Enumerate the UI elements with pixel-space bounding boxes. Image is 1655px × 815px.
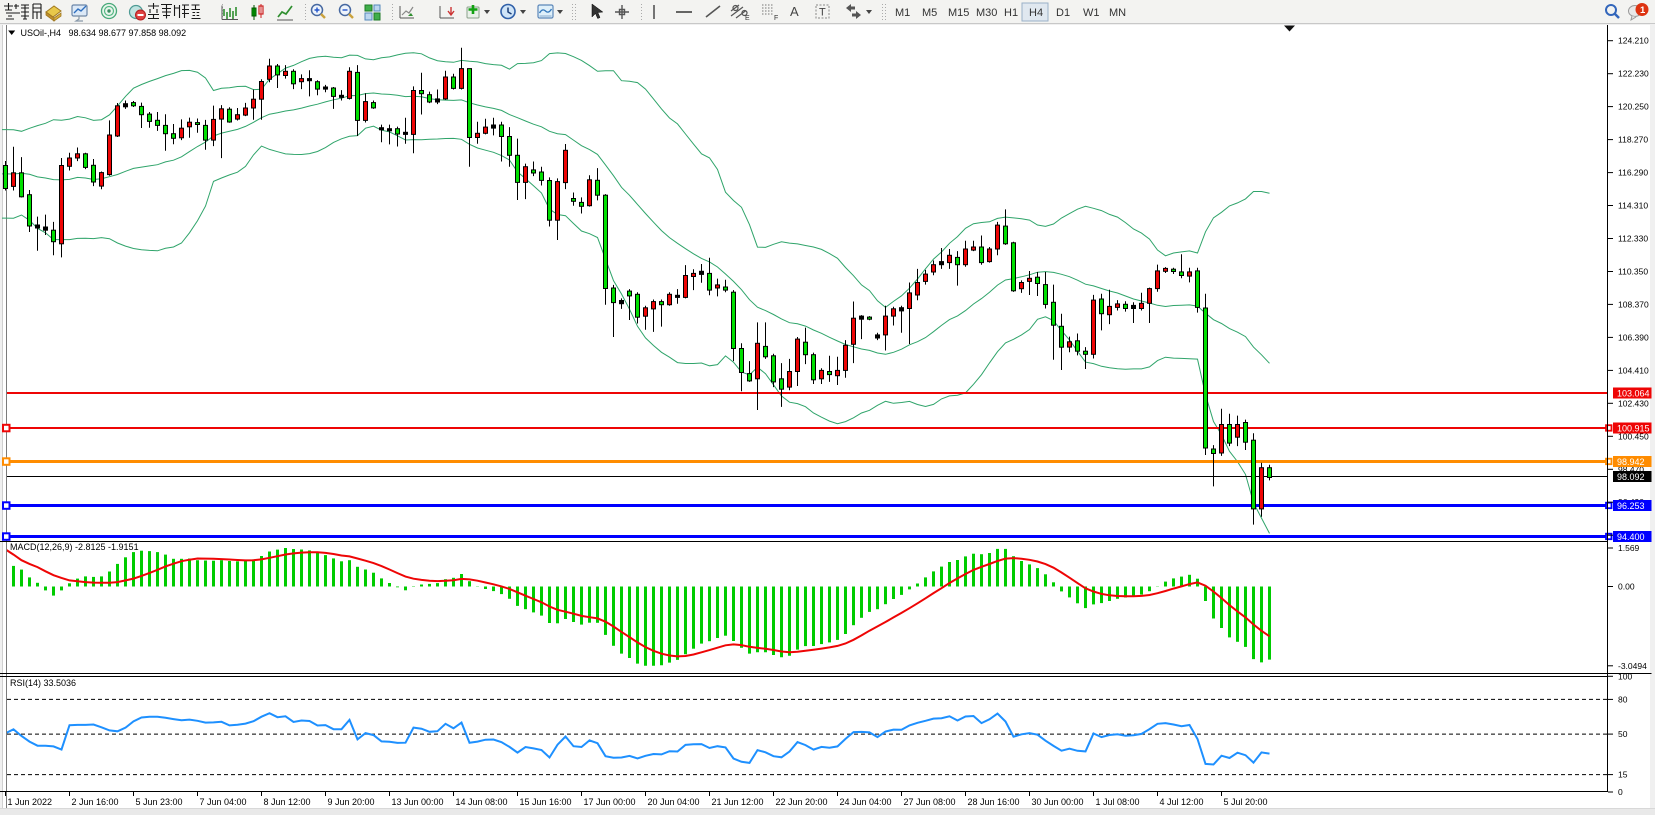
svg-text:98.942: 98.942 — [1617, 457, 1645, 467]
svg-text:124.210: 124.210 — [1618, 36, 1649, 46]
svg-text:5 Jun 23:00: 5 Jun 23:00 — [136, 797, 183, 807]
svg-text:D1: D1 — [1056, 7, 1070, 19]
svg-text:94.400: 94.400 — [1617, 532, 1645, 542]
svg-text:14 Jun 08:00: 14 Jun 08:00 — [456, 797, 508, 807]
svg-text:100.450: 100.450 — [1618, 431, 1649, 441]
svg-text:0.00: 0.00 — [1618, 582, 1635, 592]
svg-text:110.350: 110.350 — [1618, 267, 1648, 277]
svg-text:50: 50 — [1618, 729, 1628, 739]
svg-text:122.230: 122.230 — [1618, 69, 1649, 79]
svg-text:98.092: 98.092 — [1617, 472, 1645, 482]
svg-text:108.370: 108.370 — [1618, 299, 1649, 309]
svg-text:20 Jun 04:00: 20 Jun 04:00 — [648, 797, 700, 807]
svg-text:5 Jul 20:00: 5 Jul 20:00 — [1224, 797, 1268, 807]
svg-text:102.430: 102.430 — [1618, 398, 1649, 408]
svg-text:24 Jun 04:00: 24 Jun 04:00 — [840, 797, 892, 807]
svg-text:28 Jun 16:00: 28 Jun 16:00 — [968, 797, 1020, 807]
svg-text:13 Jun 00:00: 13 Jun 00:00 — [392, 797, 444, 807]
svg-text:98.470: 98.470 — [1618, 464, 1644, 474]
svg-text:116.290: 116.290 — [1618, 168, 1648, 178]
svg-text:30 Jun 00:00: 30 Jun 00:00 — [1032, 797, 1084, 807]
svg-text:T: T — [819, 7, 826, 19]
svg-text:80: 80 — [1618, 694, 1628, 704]
svg-text:9 Jun 20:00: 9 Jun 20:00 — [328, 797, 375, 807]
svg-text:114.310: 114.310 — [1618, 201, 1648, 211]
svg-text:1.569: 1.569 — [1618, 543, 1640, 553]
svg-text:E: E — [745, 15, 750, 22]
svg-text:M30: M30 — [976, 7, 997, 19]
svg-text:H4: H4 — [1029, 7, 1043, 19]
svg-text:USOil-,H4 98.634 98.677 97.8: USOil-,H4 98.634 98.677 97.858 98.092 — [21, 28, 187, 38]
svg-text:MN: MN — [1109, 7, 1126, 19]
svg-text:17 Jun 00:00: 17 Jun 00:00 — [584, 797, 636, 807]
svg-text:1: 1 — [1640, 5, 1646, 16]
svg-text:100.915: 100.915 — [1617, 424, 1650, 434]
svg-text:120.250: 120.250 — [1618, 102, 1649, 112]
svg-text:27 Jun 08:00: 27 Jun 08:00 — [904, 797, 956, 807]
svg-text:15 Jun 16:00: 15 Jun 16:00 — [520, 797, 572, 807]
svg-text:1 Jul 08:00: 1 Jul 08:00 — [1096, 797, 1140, 807]
svg-text:96.253: 96.253 — [1617, 501, 1645, 511]
svg-text:W1: W1 — [1083, 7, 1100, 19]
svg-text:118.270: 118.270 — [1618, 135, 1648, 145]
svg-text:2 Jun 16:00: 2 Jun 16:00 — [72, 797, 119, 807]
svg-text:M1: M1 — [895, 7, 910, 19]
svg-text:MACD(12,26,9) -2.8125 -1.9151: MACD(12,26,9) -2.8125 -1.9151 — [10, 542, 139, 552]
svg-text:7 Jun 04:00: 7 Jun 04:00 — [200, 797, 247, 807]
svg-text:M15: M15 — [948, 7, 969, 19]
svg-text:1 Jun 2022: 1 Jun 2022 — [8, 797, 53, 807]
svg-text:21 Jun 12:00: 21 Jun 12:00 — [712, 797, 764, 807]
svg-text:H1: H1 — [1004, 7, 1018, 19]
svg-text:F: F — [774, 15, 778, 22]
svg-text:8 Jun 12:00: 8 Jun 12:00 — [264, 797, 311, 807]
svg-text:106.390: 106.390 — [1618, 332, 1649, 342]
svg-text:22 Jun 20:00: 22 Jun 20:00 — [776, 797, 828, 807]
svg-text:4 Jul 12:00: 4 Jul 12:00 — [1160, 797, 1204, 807]
svg-text:-3.0494: -3.0494 — [1618, 661, 1647, 671]
svg-text:0: 0 — [1618, 787, 1623, 797]
svg-text:15: 15 — [1618, 770, 1628, 780]
svg-text:112.330: 112.330 — [1618, 234, 1648, 244]
svg-text:100: 100 — [1618, 671, 1632, 681]
svg-text:A: A — [790, 4, 799, 19]
svg-text:RSI(14) 33.5036: RSI(14) 33.5036 — [10, 678, 76, 688]
svg-text:M5: M5 — [922, 7, 937, 19]
svg-text:104.410: 104.410 — [1618, 365, 1649, 375]
svg-text:103.064: 103.064 — [1617, 389, 1650, 399]
